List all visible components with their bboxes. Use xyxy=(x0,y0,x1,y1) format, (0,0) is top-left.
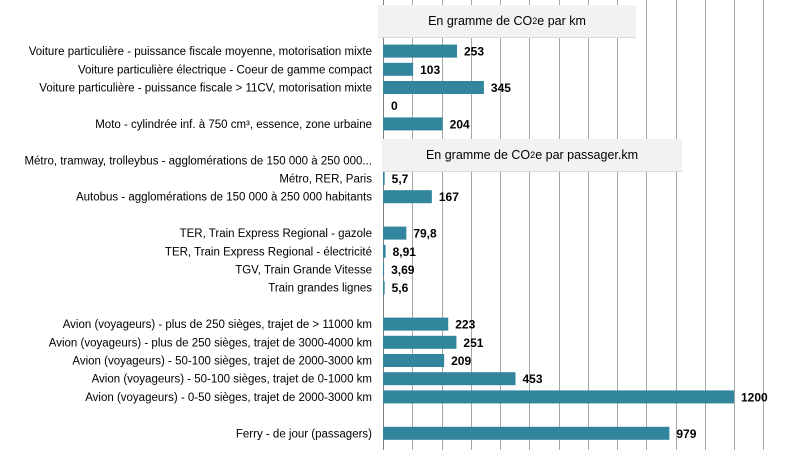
category-label: Moto - cylindrée inf. à 750 cm³, essence… xyxy=(95,119,372,131)
category-label: Voiture particulière électrique - Coeur … xyxy=(78,64,373,76)
data-label: 979 xyxy=(676,427,696,441)
category-labels: Voiture particulière - puissance fiscale… xyxy=(24,46,372,440)
data-label: 79,8 xyxy=(413,227,437,241)
annotation-per-km-pre: En gramme de CO xyxy=(428,14,533,28)
grid-lines xyxy=(383,0,764,450)
data-label: 209 xyxy=(451,354,471,368)
annotation-per-passenger-km: En gramme de CO 2 e par passager.km xyxy=(382,139,682,172)
bar xyxy=(383,281,385,295)
bar xyxy=(383,335,457,349)
data-label: 251 xyxy=(463,336,483,350)
bar xyxy=(383,172,385,185)
category-label: Avion (voyageurs) - 0-50 sièges, trajet … xyxy=(85,392,372,404)
data-label: 253 xyxy=(464,45,484,59)
bar xyxy=(383,426,670,440)
annotation-per-km: En gramme de CO 2 e par km xyxy=(378,5,636,38)
category-label: Ferry - de jour (passagers) xyxy=(236,428,372,440)
bar xyxy=(383,354,445,367)
category-label: Avion (voyageurs) - 50-100 sièges, traje… xyxy=(92,374,372,386)
category-label: TGV, Train Grande Vitesse xyxy=(235,265,372,277)
data-label: 0 xyxy=(391,99,398,113)
data-labels: 253 103 345 0 204 5,7 167 79,8 8,91 3,69 5,6 223 251… xyxy=(391,45,768,441)
category-label: TER, Train Express Regional - gazole xyxy=(180,228,372,240)
bar xyxy=(383,244,386,258)
annotation-per-km-sub: 2 xyxy=(532,16,538,26)
category-label: Voiture particulière - puissance fiscale… xyxy=(39,83,372,95)
annotation-per-passenger-km-sub: 2 xyxy=(530,150,536,160)
annotation-per-passenger-km-post: e par passager.km xyxy=(535,148,639,162)
bar xyxy=(383,372,516,386)
data-label: 223 xyxy=(455,318,475,332)
data-label: 8,91 xyxy=(393,245,417,259)
category-label: Avion (voyageurs) - plus de 250 sièges, … xyxy=(63,319,372,331)
bar xyxy=(383,390,734,404)
category-label: TER, Train Express Regional - électricit… xyxy=(165,246,372,258)
category-label: Train grandes lignes xyxy=(268,283,372,295)
data-label: 3,69 xyxy=(391,263,415,277)
category-label: Autobus - agglomérations de 150 000 à 25… xyxy=(76,192,372,204)
data-label: 345 xyxy=(491,81,511,95)
bar-series xyxy=(383,44,734,440)
bar xyxy=(383,317,449,331)
data-label: 103 xyxy=(420,63,440,77)
data-label: 167 xyxy=(439,190,459,204)
data-label: 453 xyxy=(523,372,543,386)
category-label: Avion (voyageurs) - plus de 250 sièges, … xyxy=(49,337,372,349)
bar xyxy=(383,62,414,76)
category-label: Métro, tramway, trolleybus - agglomérati… xyxy=(24,155,372,167)
data-label: 204 xyxy=(450,117,470,131)
annotation-per-km-post: e par km xyxy=(537,14,586,28)
bar xyxy=(383,263,385,276)
data-label: 5,6 xyxy=(392,281,409,295)
category-label: Métro, RER, Paris xyxy=(279,174,372,186)
category-label: Voiture particulière - puissance fiscale… xyxy=(29,46,372,58)
bar xyxy=(383,226,407,240)
category-label: Avion (voyageurs) - 50-100 sièges, traje… xyxy=(72,356,372,368)
bar xyxy=(383,81,484,94)
data-label: 5,7 xyxy=(392,172,409,186)
data-label: 1200 xyxy=(741,390,768,404)
bar xyxy=(383,44,458,58)
bar xyxy=(383,117,443,131)
bar xyxy=(383,190,432,204)
annotation-per-passenger-km-pre: En gramme de CO xyxy=(425,148,531,162)
